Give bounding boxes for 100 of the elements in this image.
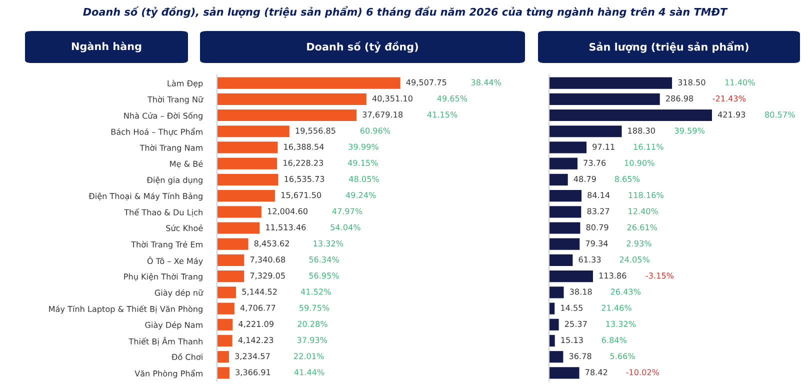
bar xyxy=(549,286,564,298)
y-axis-title: Ngành hàng xyxy=(72,42,142,52)
bar xyxy=(217,142,278,154)
annotation: 22.01% xyxy=(294,353,324,360)
bar xyxy=(549,222,580,234)
bar xyxy=(217,174,278,186)
data-label: 188.30 xyxy=(628,128,655,134)
y-tick-label: Thể Thao & Du Lịch xyxy=(124,208,202,217)
annotation: 20.28% xyxy=(298,320,328,327)
annotation: 13.32% xyxy=(314,240,344,246)
annotation: 37.93% xyxy=(297,336,328,344)
y-tick-label: Sức Khoẻ xyxy=(166,224,203,232)
bar xyxy=(549,334,555,347)
data-label: 73.76 xyxy=(584,160,606,166)
bar xyxy=(549,190,582,202)
data-label: 37,679.18 xyxy=(362,112,403,118)
y-tick-label: Ô Tô – Xe Máy xyxy=(147,256,203,266)
bar xyxy=(217,222,260,234)
data-label: 15.13 xyxy=(561,336,583,344)
data-label: 4,706.77 xyxy=(240,304,276,312)
data-label: 7,340.68 xyxy=(250,256,286,264)
data-label: 78.42 xyxy=(586,369,608,376)
data-label: 14.55 xyxy=(561,304,583,311)
data-label: 4,221.09 xyxy=(238,320,274,328)
bar xyxy=(217,206,262,218)
annotation: 16.11% xyxy=(634,144,664,150)
annotation: 12.40% xyxy=(628,208,658,214)
bar xyxy=(549,302,555,314)
bar xyxy=(549,158,578,170)
data-label: 80.79 xyxy=(586,224,608,230)
y-tick-label: Đồ Chơi xyxy=(172,353,202,360)
annotation: 49.15% xyxy=(348,160,378,166)
bar xyxy=(217,93,366,105)
data-label: 3,234.57 xyxy=(235,353,270,360)
annotation: 10.90% xyxy=(624,160,654,166)
y-tick-label: Điện Thoại & Máy Tính Bảng xyxy=(88,192,202,201)
bar xyxy=(549,77,672,89)
annotation: 2.93% xyxy=(626,240,652,246)
data-label: 83.27 xyxy=(587,208,610,214)
data-label: 113.86 xyxy=(599,272,626,279)
data-label: 48.79 xyxy=(574,176,596,182)
bar xyxy=(549,318,559,330)
data-label: 49,507.75 xyxy=(406,79,446,86)
annotation: -10.02% xyxy=(626,369,659,376)
y-tick-label: Giày Dép Nam xyxy=(145,321,202,330)
data-label: 5,144.52 xyxy=(242,288,277,296)
bar xyxy=(217,238,248,250)
text: 38.44% xyxy=(471,79,502,86)
y-tick-label: Mẹ & Bé xyxy=(170,160,203,168)
annotation: 48.05% xyxy=(349,176,379,182)
bar xyxy=(549,351,564,363)
bar xyxy=(217,318,233,330)
data-label: 11,513.46 xyxy=(266,224,306,232)
chart-subtitle: Doanh số (tỷ đồng) xyxy=(307,41,418,53)
bar xyxy=(217,254,244,266)
data-label: 16,535.73 xyxy=(284,176,324,183)
bar xyxy=(217,351,229,363)
annotation: 47.97% xyxy=(332,208,362,214)
annotation: 26.43% xyxy=(610,288,641,295)
y-tick-label: Thiết Bị Âm Thanh xyxy=(128,336,202,346)
data-label: 286.98 xyxy=(666,95,694,102)
chart-title: Sản lượng (triệu sản phẩm) xyxy=(589,41,748,53)
bar xyxy=(549,206,582,218)
bar xyxy=(549,254,573,266)
annotation: 41.52% xyxy=(300,288,331,295)
data-label: 97.11 xyxy=(592,144,614,150)
bar xyxy=(217,367,230,379)
text: 41.15% xyxy=(427,112,458,118)
y-tick-label: Bách Hoá – Thực Phẩm xyxy=(111,128,202,136)
y-tick-label: Làm Đẹp xyxy=(168,80,203,88)
bar xyxy=(217,334,232,347)
annotation: 13.32% xyxy=(606,320,636,327)
data-label: 16,228.23 xyxy=(284,160,324,167)
data-label: 25.37 xyxy=(564,320,587,327)
y-tick-label: Điện gia dụng xyxy=(146,176,202,185)
annotation: 39.59% xyxy=(674,128,705,134)
annotation: -3.15% xyxy=(646,272,674,279)
annotation: 39.99% xyxy=(348,144,378,150)
y-tick-label: Thời Trang Nữ xyxy=(147,96,204,104)
text: 49.65% xyxy=(437,95,468,102)
data-label: 19,556.85 xyxy=(296,128,336,135)
annotation: 8.65% xyxy=(614,176,640,182)
data-label: 61.33 xyxy=(578,256,601,263)
annotation: 59.75% xyxy=(299,304,330,311)
annotation: 41.44% xyxy=(294,369,324,376)
text: 11.40% xyxy=(725,79,755,86)
bar xyxy=(549,142,587,154)
y-tick-label: Thời Trang Trẻ Em xyxy=(131,240,202,250)
annotation: 56.34% xyxy=(309,256,339,263)
annotation: 6.84% xyxy=(602,336,627,344)
data-label: 8,453.62 xyxy=(254,240,289,248)
data-label: 12,004.60 xyxy=(268,208,308,216)
bar xyxy=(549,109,712,122)
bar xyxy=(217,126,290,138)
bar xyxy=(217,270,244,282)
annotation: 21.46% xyxy=(602,304,632,311)
bar xyxy=(217,302,234,314)
data-label: 36.78 xyxy=(569,353,592,360)
data-label: 38.18 xyxy=(570,288,592,295)
annotation: 24.05% xyxy=(620,256,650,263)
